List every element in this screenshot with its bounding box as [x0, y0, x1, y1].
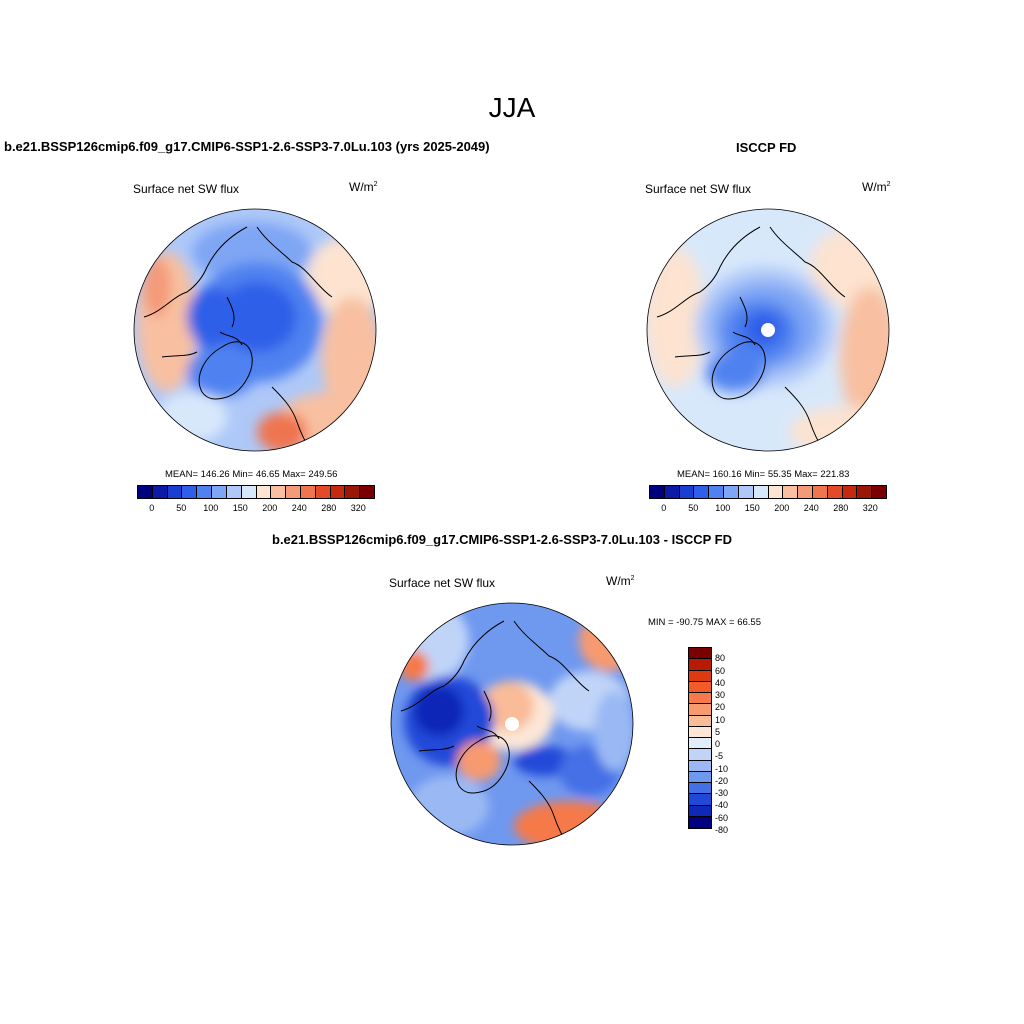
colorbar-swatch: [689, 693, 711, 705]
diff-variable-label: Surface net SW flux: [389, 576, 496, 590]
colorbar-swatch: [689, 760, 711, 772]
obs-units-label: W/m2: [862, 180, 891, 194]
colorbar-tick-label: 40: [715, 677, 726, 688]
colorbar-tick-label: 0: [149, 503, 155, 513]
colorbar-tick-label: 200: [774, 503, 790, 513]
figure-title: JJA: [488, 92, 536, 123]
colorbar-swatch: [689, 738, 711, 750]
colorbar-swatch: [689, 816, 711, 828]
colorbar-tick-label: 280: [833, 503, 849, 513]
colorbar-tick-label: 100: [203, 503, 219, 513]
diff-colorbar: [688, 647, 712, 829]
colorbar-swatch: [689, 726, 711, 738]
colorbar-swatch: [798, 486, 813, 498]
colorbar-tick-label: 320: [862, 503, 878, 513]
colorbar-swatch: [812, 486, 828, 498]
diff-panel-title: b.e21.BSSP126cmip6.f09_g17.CMIP6-SSP1-2.…: [272, 532, 733, 547]
colorbar-swatch: [694, 486, 710, 498]
colorbar-tick-label: 100: [715, 503, 731, 513]
colorbar-tick-label: -40: [715, 800, 729, 811]
colorbar-tick-label: 5: [715, 726, 721, 737]
colorbar-swatch: [689, 670, 711, 682]
colorbar-swatch: [689, 783, 711, 795]
colorbar-swatch: [197, 486, 213, 498]
colorbar-tick-label: 50: [688, 503, 699, 513]
model-colorbar: [137, 485, 375, 499]
obs-colorbar: [649, 485, 887, 499]
colorbar-swatch: [226, 486, 242, 498]
colorbar-tick-label: 240: [803, 503, 819, 513]
colorbar-tick-label: 30: [715, 690, 726, 700]
colorbar-swatch: [664, 486, 680, 498]
colorbar-swatch: [857, 486, 873, 498]
colorbar-swatch: [650, 486, 665, 498]
colorbar-swatch: [271, 486, 287, 498]
obs-panel-title: ISCCP FD: [736, 140, 797, 155]
colorbar-tick-label: 50: [176, 503, 187, 513]
colorbar-tick-label: 10: [715, 714, 726, 725]
obs-variable-label: Surface net SW flux: [645, 182, 752, 196]
colorbar-tick-label: -30: [715, 788, 729, 798]
colorbar-swatch: [724, 486, 739, 498]
model-variable-label: Surface net SW flux: [133, 182, 240, 196]
colorbar-swatch: [709, 486, 725, 498]
colorbar-swatch: [689, 794, 711, 806]
colorbar-swatch: [182, 486, 198, 498]
colorbar-swatch: [138, 486, 153, 498]
colorbar-tick-label: 150: [744, 503, 760, 513]
colorbar-tick-label: -10: [715, 763, 729, 774]
colorbar-swatch: [689, 715, 711, 727]
model-units-label: W/m2: [349, 180, 378, 194]
colorbar-tick-label: 0: [715, 739, 721, 749]
colorbar-tick-label: 150: [232, 503, 248, 513]
model-panel-title: b.e21.BSSP126cmip6.f09_g17.CMIP6-SSP1-2.…: [4, 139, 490, 154]
colorbar-swatch: [689, 771, 711, 783]
colorbar-tick-label: 280: [321, 503, 337, 513]
colorbar-swatch: [827, 486, 843, 498]
colorbar-tick-label: 80: [715, 653, 726, 664]
colorbar-swatch: [360, 486, 374, 498]
obs-stats: MEAN= 160.16 Min= 55.35 Max= 221.83: [677, 469, 850, 480]
colorbar-tick-label: 240: [291, 503, 307, 513]
colorbar-tick-label: 200: [262, 503, 278, 513]
colorbar-swatch: [256, 486, 272, 498]
colorbar-swatch: [330, 486, 346, 498]
colorbar-swatch: [286, 486, 301, 498]
colorbar-swatch: [300, 486, 316, 498]
colorbar-swatch: [679, 486, 695, 498]
colorbar-tick-label: -80: [715, 824, 729, 835]
model-stats: MEAN= 146.26 Min= 46.65 Max= 249.56: [165, 469, 338, 480]
colorbar-swatch: [689, 805, 711, 817]
colorbar-swatch: [212, 486, 227, 498]
obs-polar-map: [646, 208, 890, 452]
colorbar-swatch: [689, 648, 711, 660]
colorbar-tick-label: -20: [715, 775, 729, 786]
colorbar-tick-label: 320: [350, 503, 366, 513]
colorbar-swatch: [872, 486, 886, 498]
colorbar-tick-label: -60: [715, 812, 729, 823]
diff-polar-map: [390, 602, 634, 846]
diff-stats: MIN = -90.75 MAX = 66.55: [648, 617, 762, 628]
colorbar-swatch: [738, 486, 754, 498]
colorbar-swatch: [152, 486, 168, 498]
colorbar-swatch: [315, 486, 331, 498]
colorbar-swatch: [842, 486, 858, 498]
colorbar-swatch: [783, 486, 799, 498]
colorbar-tick-label: 0: [661, 503, 667, 513]
model-polar-map: [133, 208, 377, 452]
colorbar-tick-label: -5: [715, 751, 724, 762]
colorbar-tick-label: 60: [715, 665, 726, 676]
colorbar-tick-label: 20: [715, 702, 726, 713]
colorbar-swatch: [689, 681, 711, 693]
colorbar-swatch: [241, 486, 257, 498]
diff-units-label: W/m2: [606, 574, 635, 588]
colorbar-swatch: [753, 486, 769, 498]
colorbar-swatch: [345, 486, 361, 498]
colorbar-swatch: [167, 486, 183, 498]
colorbar-swatch: [689, 704, 711, 716]
colorbar-swatch: [689, 749, 711, 761]
colorbar-swatch: [689, 659, 711, 671]
colorbar-swatch: [768, 486, 784, 498]
